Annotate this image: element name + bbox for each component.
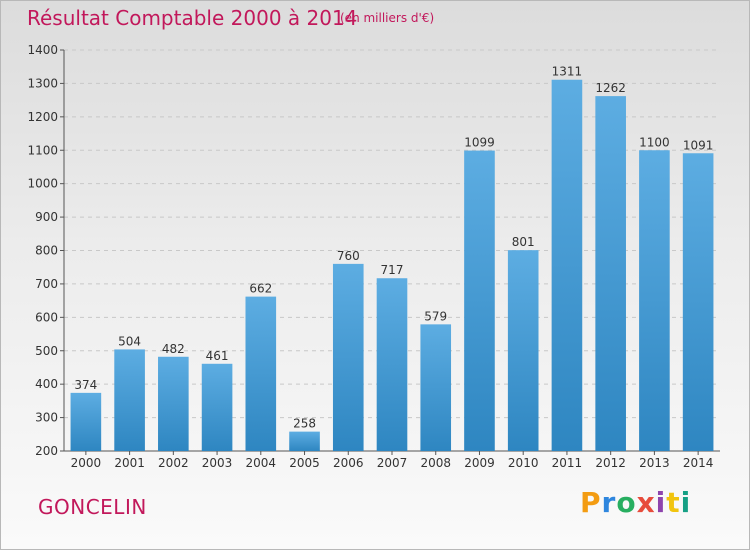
bar-value-label: 504 — [118, 334, 141, 348]
x-tick-label: 2000 — [71, 456, 102, 470]
bars — [70, 79, 714, 452]
bar-value-label: 1262 — [595, 81, 626, 95]
logo-letter: i — [680, 486, 692, 519]
bar-value-label: 374 — [74, 378, 97, 392]
bar-value-label: 1311 — [552, 65, 583, 79]
bar-value-label: 717 — [381, 263, 404, 277]
y-tick-label: 200 — [35, 444, 58, 458]
bar — [158, 356, 189, 451]
bar — [595, 96, 626, 452]
bar — [551, 79, 583, 451]
x-tick-label: 2013 — [639, 456, 670, 470]
y-tick-label: 400 — [35, 377, 58, 391]
y-tick-label: 600 — [35, 310, 58, 324]
x-tick-label: 2012 — [595, 456, 626, 470]
x-tick-label: 2007 — [377, 456, 408, 470]
bar — [332, 263, 364, 451]
logo-letter: o — [616, 486, 637, 519]
logo-letter: t — [666, 486, 681, 519]
y-tick-label: 1200 — [27, 110, 58, 124]
bar — [420, 324, 452, 451]
proxiti-logo: Proxiti — [580, 486, 691, 519]
bar — [464, 150, 495, 451]
bar — [114, 349, 145, 451]
chart-subtitle: (en milliers d'€) — [340, 11, 435, 25]
x-tick-label: 2002 — [158, 456, 189, 470]
bar — [682, 153, 714, 451]
x-tick-label: 2010 — [508, 456, 539, 470]
bar-value-label: 482 — [162, 342, 185, 356]
x-tick-label: 2011 — [552, 456, 583, 470]
x-tick-label: 2004 — [246, 456, 277, 470]
y-tick-label: 1300 — [27, 76, 58, 90]
bar-value-label: 1091 — [683, 138, 714, 152]
logo-letter: x — [636, 486, 656, 519]
y-tick-label: 1000 — [27, 177, 58, 191]
y-tick-label: 1100 — [27, 143, 58, 157]
y-tick-label: 700 — [35, 277, 58, 291]
bar-value-label: 760 — [337, 249, 360, 263]
x-tick-label: 2009 — [464, 456, 495, 470]
y-tick-label: 800 — [35, 244, 58, 258]
logo-letter: P — [580, 486, 602, 519]
bar — [201, 363, 233, 451]
bar — [70, 392, 102, 451]
x-tick-label: 2005 — [289, 456, 320, 470]
x-tick-label: 2006 — [333, 456, 364, 470]
value-labels: 374 504 482 461 662 258 760 717 579 1099 801 1311 12… — [74, 65, 713, 431]
axes: 200 300 400 500 600 700 800 900 1000 1100 1200 1300… — [27, 43, 720, 470]
bar-value-label: 258 — [293, 417, 316, 431]
x-tick-label: 2001 — [114, 456, 145, 470]
bar-value-label: 461 — [206, 349, 229, 363]
bar-value-label: 1100 — [639, 135, 670, 149]
bar — [245, 296, 277, 451]
logo-letter: r — [601, 486, 617, 519]
x-tick-label: 2008 — [420, 456, 451, 470]
y-tick-label: 300 — [35, 411, 58, 425]
y-tick-label: 500 — [35, 344, 58, 358]
logo-letter: i — [655, 486, 667, 519]
y-tick-label: 1400 — [27, 43, 58, 57]
bar — [289, 431, 320, 451]
x-tick-label: 2003 — [202, 456, 233, 470]
commune-name: GONCELIN — [38, 495, 147, 519]
bar-value-label: 801 — [512, 235, 535, 249]
bar — [639, 150, 670, 451]
bar — [376, 278, 408, 451]
chart-title: Résultat Comptable 2000 à 2014 — [27, 6, 358, 30]
bar-value-label: 1099 — [464, 136, 495, 150]
bar-value-label: 662 — [249, 282, 272, 296]
bar-value-label: 579 — [424, 309, 447, 323]
x-tick-label: 2014 — [683, 456, 714, 470]
y-tick-label: 900 — [35, 210, 58, 224]
bar — [507, 250, 539, 451]
